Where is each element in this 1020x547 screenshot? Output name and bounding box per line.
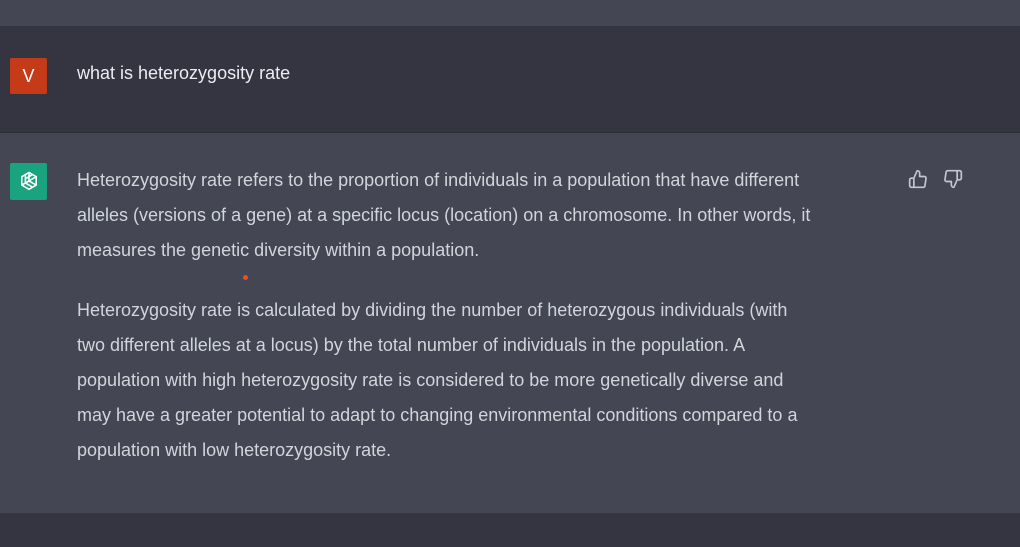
answer-line: Heterozygosity rate refers to the propor… [77,170,800,190]
thumbs-up-button[interactable] [906,167,930,191]
user-message-row: V what is heterozygosity rate [0,26,1020,133]
answer-line: measures the genetic diversity within a … [77,240,480,260]
answer-line: Heterozygosity rate is calculated by div… [77,300,788,320]
answer-line: two different alleles at a locus) by the… [77,335,746,355]
answer-line: population with high heterozygosity rate… [77,370,784,390]
thumbs-up-icon [908,169,927,189]
assistant-message-row: Heterozygosity rate refers to the propor… [0,133,1020,513]
user-avatar: V [10,58,47,94]
thumbs-down-icon [944,169,963,189]
answer-paragraph: Heterozygosity rate is calculated by div… [77,293,897,468]
thumbs-down-button[interactable] [941,167,965,191]
previous-message-strip [0,0,1020,26]
chatgpt-logo-icon [20,171,37,190]
bottom-strip [0,513,1020,547]
answer-line: may have a greater potential to adapt to… [77,405,798,425]
answer-paragraph: Heterozygosity rate refers to the propor… [77,163,897,268]
cursor-indicator [243,275,248,280]
answer-line: population with low heterozygosity rate. [77,440,392,460]
assistant-answer: Heterozygosity rate refers to the propor… [77,163,897,493]
assistant-avatar [10,163,47,200]
answer-line: alleles (versions of a gene) at a specif… [77,205,811,225]
user-message-text: what is heterozygosity rate [77,63,291,83]
